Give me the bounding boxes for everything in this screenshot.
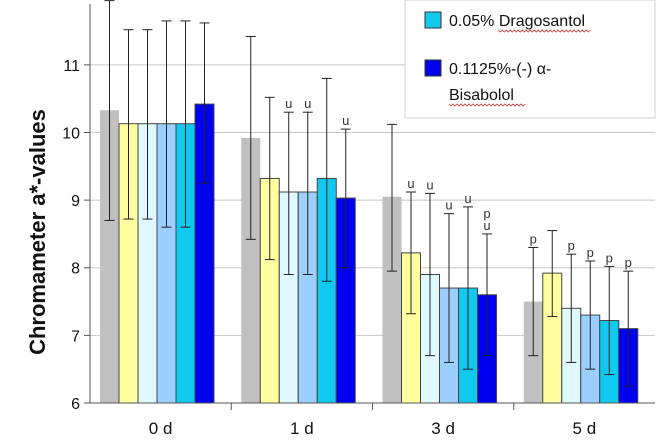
bars xyxy=(100,103,639,404)
significance-label: u xyxy=(483,218,490,233)
x-category-label: 1 d xyxy=(290,419,314,438)
y-tick-label: 8 xyxy=(71,261,80,278)
significance-label: p xyxy=(483,206,490,221)
x-category-label: 5 d xyxy=(573,419,597,438)
legend-box xyxy=(404,0,656,119)
legend-label: 0.05% Dragosantol xyxy=(449,13,585,30)
spellcheck-squiggle xyxy=(448,103,526,107)
significance-label: p xyxy=(587,245,594,260)
axes: 6 7 8 9 10 11 0 d 1 d 3 d 5 d xyxy=(62,4,655,438)
spellcheck-squiggle xyxy=(497,29,591,33)
bar xyxy=(382,196,402,403)
error-bars xyxy=(104,0,634,387)
y-axis-title: Chromameter a*-values xyxy=(25,109,50,355)
x-category-label: 0 d xyxy=(149,419,173,438)
significance-label: u xyxy=(407,176,414,191)
significance-label: p xyxy=(568,238,575,253)
y-tick-label: 7 xyxy=(71,328,80,345)
bar xyxy=(100,110,119,404)
y-tick-label: 9 xyxy=(71,193,80,210)
significance-label: u xyxy=(464,191,471,206)
y-tick-label: 10 xyxy=(62,125,80,142)
y-tick-label: 6 xyxy=(71,396,80,413)
significance-label: p xyxy=(625,255,632,270)
legend-label: 0.1125%-(-) α- xyxy=(449,61,551,78)
significance-label: u xyxy=(445,198,452,213)
legend-swatch xyxy=(424,59,442,77)
significance-label: p xyxy=(530,231,537,246)
bar xyxy=(241,137,261,404)
x-category-label: 3 d xyxy=(431,419,455,438)
legend: 0.05% Dragosantol 0.1125%-(-) α- Bisabolol xyxy=(404,0,656,119)
significance-label: p xyxy=(606,250,613,265)
significance-label: u xyxy=(426,177,433,192)
legend-label: Bisabolol xyxy=(449,87,514,104)
significance-label: u xyxy=(304,96,311,111)
y-tick-label: 11 xyxy=(63,58,80,75)
legend-swatch xyxy=(424,11,442,29)
significance-label: u xyxy=(342,113,349,128)
significance-label: u xyxy=(285,96,292,111)
